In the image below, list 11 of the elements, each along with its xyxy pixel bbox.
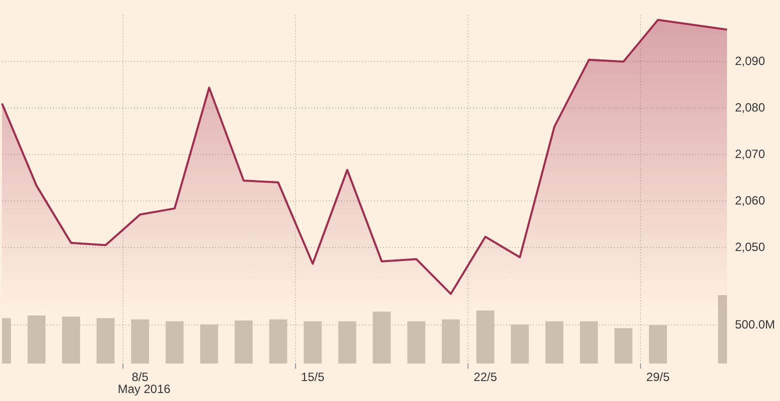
y2-tick-label: 500.0M bbox=[735, 317, 776, 332]
y-tick-label: 2,050 bbox=[735, 240, 766, 254]
x-tick-label: 29/5 bbox=[646, 370, 670, 384]
text: May 2016 bbox=[118, 382, 171, 396]
y-tick-label: 2,070 bbox=[735, 146, 766, 161]
y-tick-label: 2,080 bbox=[735, 100, 766, 114]
x-tick-label: 22/5 bbox=[474, 370, 498, 384]
y-tick-label: 2,090 bbox=[735, 54, 766, 68]
x-tick-label: 8/5 bbox=[132, 370, 149, 384]
y-tick-label: 2,060 bbox=[735, 193, 766, 208]
x-tick-label: 15/5 bbox=[301, 370, 325, 384]
